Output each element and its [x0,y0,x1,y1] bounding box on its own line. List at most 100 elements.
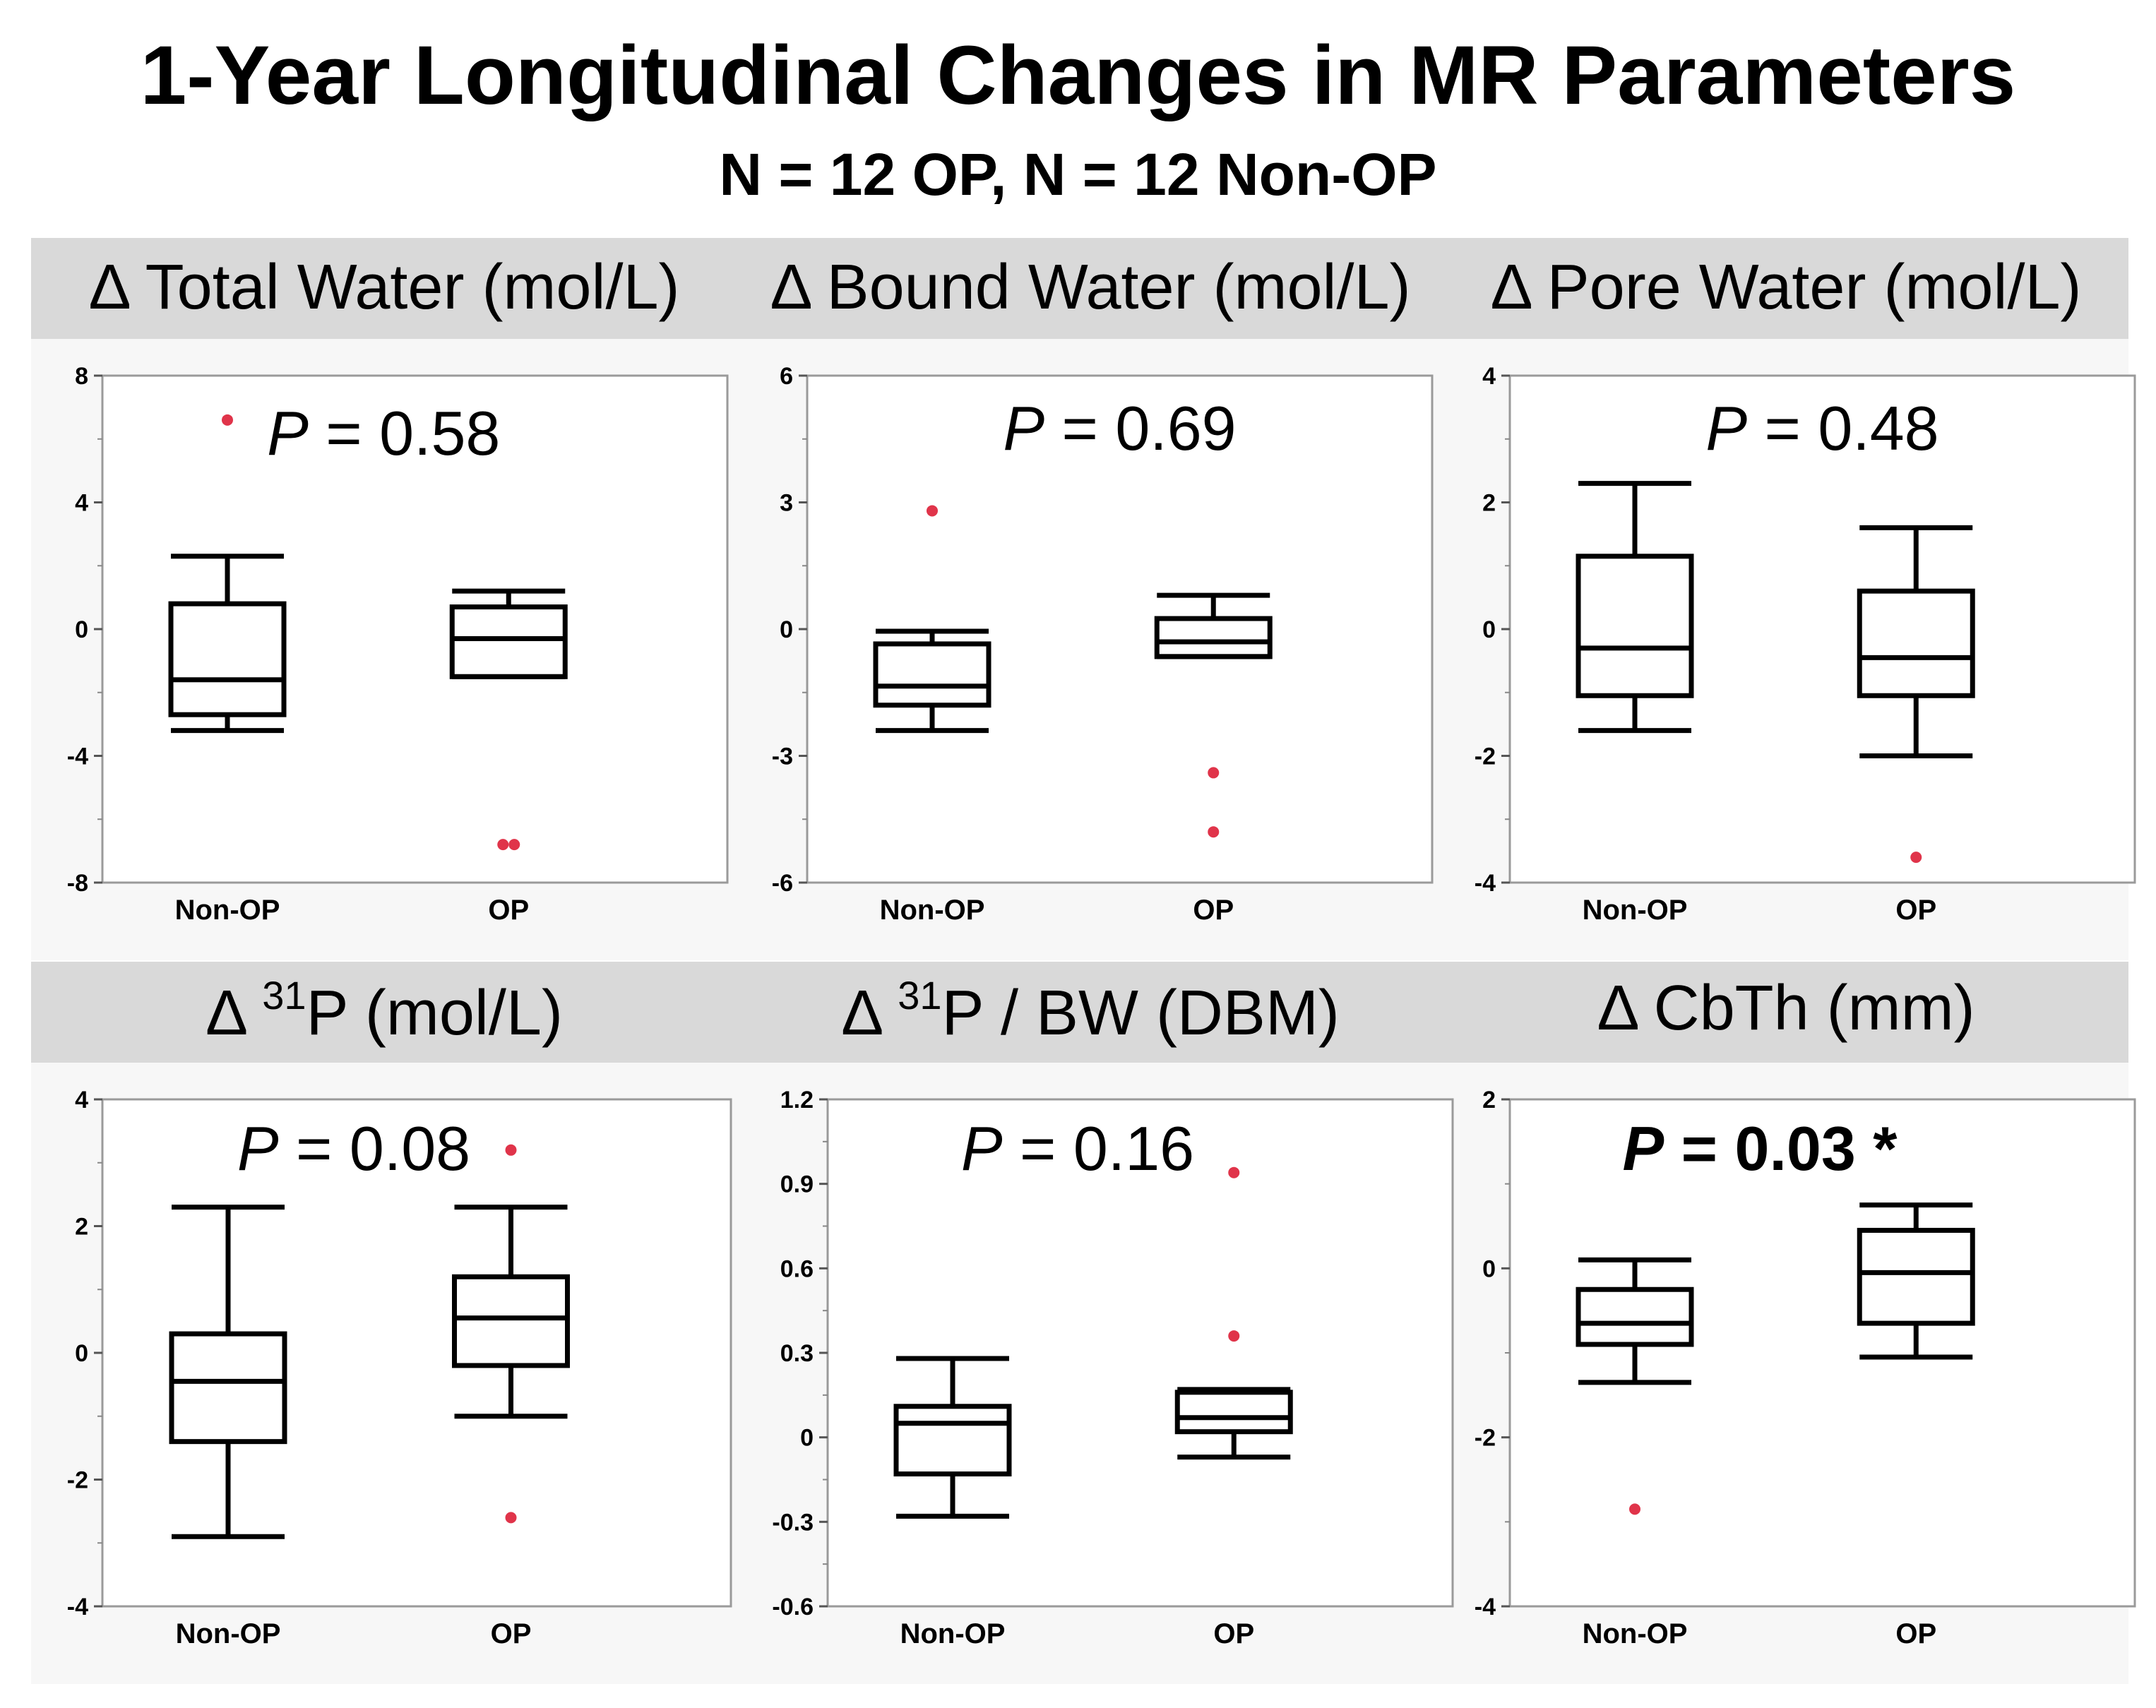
outlier-point [1208,767,1220,779]
p-value-annotation: P = 0.58 [267,398,500,468]
outlier-point [1910,852,1922,864]
y-tick-label: 4 [75,490,88,517]
box-iqr [1154,616,1273,659]
outlier-point [1228,1166,1240,1178]
subtitle: N = 12 OP, N = 12 Non-OP [719,141,1437,208]
p-symbol: P [237,1113,279,1183]
p-value-text: = 0.58 [309,398,501,468]
y-tick-label: 0 [780,616,793,643]
category-label: OP [1895,1618,1936,1649]
main-title: 1-Year Longitudinal Changes in MR Parame… [140,29,2016,122]
y-tick-label: 0.3 [780,1340,814,1367]
panel-title-text: Δ [206,978,263,1049]
panel-title-superscript: 31 [898,973,942,1017]
y-tick-label: 6 [780,363,793,390]
category-label: OP [1895,895,1936,926]
panel-title-text: Δ Total Water (mol/L) [88,252,680,323]
box-iqr [168,601,287,717]
header-band-top [31,238,2128,339]
plot-frame [826,1098,1454,1608]
p-value-annotation: P = 0.48 [1705,393,1938,463]
p-value-annotation: P = 0.03 * [1623,1113,1898,1183]
panel-title-31p: Δ 31P (mol/L) [31,976,737,1046]
panel-title-text: Δ CbTh (mm) [1597,973,1975,1044]
outlier-point [1208,826,1220,838]
y-tick-label: -0.3 [772,1509,814,1536]
y-tick-label: 0 [1482,616,1496,643]
y-tick-label: -4 [67,1594,88,1620]
y-tick-label: 0 [1482,1255,1496,1282]
panel-title-total-water: Δ Total Water (mol/L) [31,256,737,319]
box-iqr [1174,1390,1293,1435]
category-label: OP [491,1618,532,1649]
p-symbol: P [267,398,309,468]
box-iqr [449,604,568,679]
y-tick-label: 0.6 [780,1255,814,1282]
p-value-text: = 0.69 [1044,393,1237,463]
y-tick-label: 3 [780,490,793,517]
p-symbol: P [961,1113,1003,1183]
y-tick-label: 4 [1482,363,1496,390]
box-iqr [1576,554,1694,698]
p-value-annotation: P = 0.16 [961,1113,1194,1183]
panel-title-cbth: Δ CbTh (mm) [1443,977,2128,1040]
category-label: Non-OP [1583,895,1688,926]
category-label: Non-OP [175,895,280,926]
category-label: OP [488,895,529,926]
header-band-bottom [31,962,2128,1063]
p-symbol: P [1003,393,1044,463]
y-tick-label: -4 [1475,870,1496,897]
box-iqr [873,641,991,708]
category-label: Non-OP [1583,1618,1688,1649]
category-label: OP [1213,1618,1254,1649]
p-value-text: = 0.16 [1003,1113,1195,1183]
outlier-point [497,839,509,851]
y-tick-label: -4 [67,743,88,770]
panel-title-bound-water: Δ Bound Water (mol/L) [737,256,1443,319]
y-tick-label: 0 [800,1425,814,1452]
outlier-point [1228,1330,1240,1342]
y-tick-label: 2 [1482,490,1496,517]
panel-title-text: Δ Pore Water (mol/L) [1490,252,2082,323]
y-tick-label: 8 [75,363,88,390]
category-label: Non-OP [176,1618,281,1649]
category-label: Non-OP [880,895,985,926]
plot-frame [1508,1098,2136,1608]
box-iqr [1857,1227,1975,1326]
box-iqr [893,1404,1012,1477]
panel-title-rest: P / BW (DBM) [941,978,1340,1049]
plot-frame [101,374,729,884]
y-tick-label: -0.6 [772,1594,814,1620]
y-tick-label: 0.9 [780,1171,814,1198]
p-symbol: P [1705,393,1747,463]
y-tick-label: 4 [75,1087,88,1113]
panel-title-superscript: 31 [262,973,306,1017]
y-tick-label: -2 [1475,1425,1496,1452]
p-value-annotation: P = 0.69 [1003,393,1236,463]
box-iqr [1576,1286,1694,1347]
y-tick-label: 0 [75,1340,88,1367]
y-tick-label: 0 [75,616,88,643]
panel-title-pore-water: Δ Pore Water (mol/L) [1443,256,2128,319]
y-tick-label: -3 [772,743,793,770]
y-tick-label: -4 [1475,1594,1496,1620]
title-block: 1-Year Longitudinal Changes in MR Parame… [0,0,2156,233]
outlier-point [1629,1503,1640,1515]
category-label: Non-OP [900,1618,1006,1649]
box-iqr [169,1331,287,1445]
panel-title-text: Δ Bound Water (mol/L) [770,252,1411,323]
outlier-point [505,1512,517,1524]
panel-title-31p-bw: Δ 31P / BW (DBM) [737,976,1443,1046]
p-value-annotation: P = 0.08 [237,1113,470,1183]
p-value-text: = 0.03 * [1664,1113,1898,1183]
plot-frame [1508,374,2136,884]
box-iqr [452,1274,570,1368]
p-value-text: = 0.48 [1747,393,1939,463]
outlier-point [927,505,938,517]
outlier-point [222,414,233,426]
outlier-point [508,839,520,851]
y-tick-label: 2 [75,1214,88,1241]
y-tick-label: -6 [772,870,793,897]
y-tick-label: 2 [1482,1087,1496,1113]
